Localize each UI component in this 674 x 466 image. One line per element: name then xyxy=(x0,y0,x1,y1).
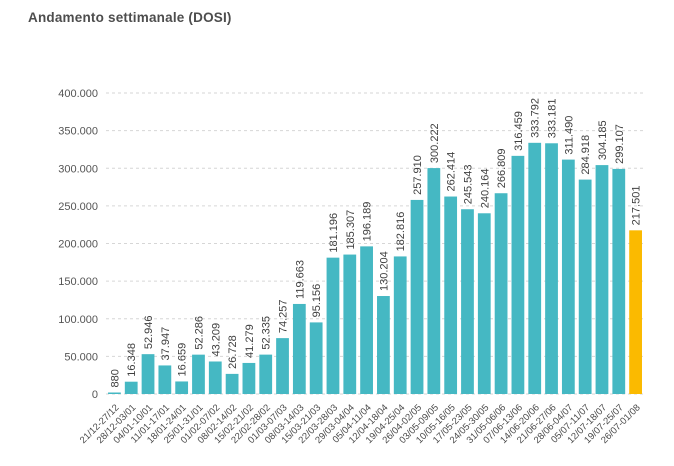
y-axis-tick-label: 50.000 xyxy=(64,351,98,363)
bar-value-label: 333.792 xyxy=(530,98,542,138)
bar[interactable] xyxy=(158,365,172,394)
bar[interactable] xyxy=(427,168,441,394)
bar[interactable] xyxy=(292,303,306,394)
bar[interactable] xyxy=(612,168,626,394)
y-axis-tick-label: 150.000 xyxy=(58,276,98,288)
y-axis-tick-label: 350.000 xyxy=(58,126,98,138)
bar-value-label: 182.816 xyxy=(395,212,407,252)
bar-value-label: 266.809 xyxy=(496,148,508,188)
bar[interactable] xyxy=(545,143,558,394)
bar[interactable] xyxy=(309,322,323,394)
bar[interactable] xyxy=(175,381,189,394)
chart-title: Andamento settimanale (DOSI) xyxy=(28,10,232,25)
bar-value-label: 304.185 xyxy=(597,120,609,160)
bar[interactable] xyxy=(444,196,458,394)
bar-value-label: 74.257 xyxy=(278,299,290,333)
bar-value-label: 245.543 xyxy=(462,164,474,204)
bar-value-label: 52.946 xyxy=(143,316,155,350)
y-axis-tick-label: 200.000 xyxy=(58,239,98,251)
bar-value-label: 16.659 xyxy=(177,343,189,377)
y-axis-tick-label: 250.000 xyxy=(58,201,98,213)
bar[interactable] xyxy=(461,209,474,394)
bar-value-label: 52.286 xyxy=(193,316,205,350)
bar[interactable] xyxy=(511,155,525,394)
bar-value-label: 41.279 xyxy=(244,324,256,358)
bar-value-label: 181.196 xyxy=(328,213,340,253)
bar[interactable] xyxy=(410,199,424,394)
bar-value-label: 316.459 xyxy=(513,111,525,151)
bar[interactable] xyxy=(108,392,121,395)
bar[interactable] xyxy=(208,361,222,394)
y-axis-tick-label: 300.000 xyxy=(58,163,98,175)
bar-value-label: 37.947 xyxy=(160,327,172,361)
bar[interactable] xyxy=(494,193,508,394)
bar[interactable] xyxy=(629,230,642,394)
bar[interactable] xyxy=(393,256,407,394)
bar-value-label: 311.490 xyxy=(563,116,575,155)
bar[interactable] xyxy=(377,296,390,394)
y-axis-tick-label: 0 xyxy=(92,389,98,401)
bar[interactable] xyxy=(276,338,289,394)
bar[interactable] xyxy=(141,354,155,394)
bar-value-label: 284.918 xyxy=(580,135,592,175)
bar[interactable] xyxy=(595,165,609,394)
bar-value-label: 880 xyxy=(109,369,121,387)
y-axis-tick-label: 100.000 xyxy=(58,314,98,326)
bar-value-label: 300.222 xyxy=(429,123,441,163)
bar[interactable] xyxy=(225,373,239,394)
bar-value-label: 52.335 xyxy=(261,316,273,350)
bar[interactable] xyxy=(242,362,256,394)
bar-value-label: 262.414 xyxy=(446,152,458,192)
bar-value-label: 43.209 xyxy=(210,323,222,357)
bar[interactable] xyxy=(326,257,340,394)
bar-value-label: 95.156 xyxy=(311,284,323,318)
bar[interactable] xyxy=(561,159,575,394)
bar-value-label: 26.728 xyxy=(227,335,239,369)
bar[interactable] xyxy=(528,142,542,394)
bar[interactable] xyxy=(578,179,592,394)
bar[interactable] xyxy=(343,254,357,394)
y-axis-tick-label: 400.000 xyxy=(58,88,98,100)
bar-value-label: 130.204 xyxy=(378,251,390,291)
bar-value-label: 16.348 xyxy=(126,343,138,377)
bar-value-label: 196.189 xyxy=(362,202,374,242)
bar-value-label: 217.501 xyxy=(631,186,643,226)
bar[interactable] xyxy=(477,213,491,394)
bar[interactable] xyxy=(124,381,138,394)
bar-value-label: 299.107 xyxy=(614,124,626,164)
bar[interactable] xyxy=(192,354,205,394)
bar[interactable] xyxy=(259,354,273,394)
bar-value-label: 185.307 xyxy=(345,210,357,250)
bar-value-label: 240.164 xyxy=(479,169,491,209)
bar-value-label: 257.910 xyxy=(412,155,424,195)
bar-value-label: 119.663 xyxy=(294,260,306,299)
bar-value-label: 333.181 xyxy=(547,99,559,139)
bar[interactable] xyxy=(360,246,373,394)
